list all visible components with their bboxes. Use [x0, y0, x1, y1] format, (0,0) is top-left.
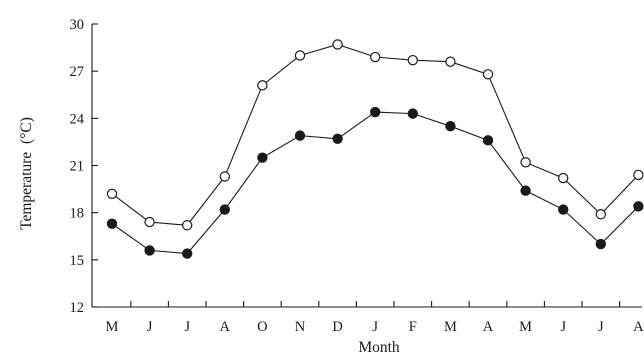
- open-data-point: [294, 50, 306, 61]
- filled-data-point: [144, 245, 155, 256]
- x-tick-label: J: [372, 319, 378, 335]
- filled-data-point: [633, 201, 644, 212]
- open-data-point: [407, 54, 418, 66]
- axes: [91, 24, 642, 308]
- filled-data-point: [181, 248, 193, 259]
- filled-data-point: [219, 204, 230, 215]
- y-ticks: 12 15 18 21 24 27 30: [70, 17, 98, 316]
- filled-data-point: [370, 106, 381, 118]
- y-tick-label: 21: [70, 159, 85, 175]
- x-tick-label: A: [483, 319, 494, 335]
- open-data-point: [219, 171, 230, 182]
- open-data-point: [595, 209, 607, 220]
- filled-data-point: [257, 152, 268, 163]
- y-axis-title: Temperature (°C): [18, 117, 35, 230]
- x-tick-label: M: [444, 319, 457, 335]
- x-tick-label: J: [147, 319, 153, 335]
- series-line: [111, 43, 639, 226]
- filled-data-point: [445, 120, 456, 132]
- y-tick-label: 12: [70, 300, 85, 316]
- x-tick-label: M: [106, 319, 119, 335]
- y-tick-label: 18: [70, 206, 85, 222]
- x-tick-label: A: [220, 319, 231, 335]
- filled-data-point: [595, 238, 607, 250]
- x-tick-label: A: [633, 319, 644, 335]
- filled-data-point: [558, 204, 569, 215]
- open-data-point: [106, 188, 118, 199]
- y-tick-label: 24: [70, 111, 85, 127]
- open-data-point: [482, 69, 494, 80]
- open-data-point: [144, 216, 155, 228]
- x-tick-label: M: [519, 319, 532, 335]
- series-layer: [106, 39, 644, 259]
- open-data-point: [332, 39, 343, 50]
- filled-data-point: [332, 133, 343, 144]
- filled-data-point: [482, 135, 494, 146]
- y-axis-title-text: Temperature: [18, 152, 35, 230]
- x-tick-label: J: [598, 319, 604, 335]
- open-data-point: [633, 169, 644, 181]
- filled-data-point: [520, 185, 531, 196]
- series-line: [111, 111, 639, 255]
- series-1: [106, 39, 644, 231]
- open-data-point: [181, 220, 193, 231]
- y-tick-label: 30: [70, 17, 85, 33]
- open-data-point: [257, 80, 268, 91]
- y-tick-label: 27: [70, 64, 85, 80]
- open-data-point: [445, 56, 456, 67]
- x-tick-label: J: [560, 319, 566, 335]
- x-axis-title: Month: [358, 339, 400, 356]
- filled-data-point: [294, 130, 306, 141]
- x-tick-label: D: [332, 319, 342, 335]
- open-data-point: [520, 157, 531, 168]
- x-tick-label: F: [409, 319, 417, 335]
- filled-data-point: [407, 108, 418, 119]
- x-tick-label: N: [295, 319, 306, 335]
- y-tick-label: 15: [70, 253, 85, 269]
- y-axis-title-unit: (°C): [18, 117, 35, 144]
- open-data-point: [370, 51, 381, 63]
- open-data-point: [558, 172, 569, 184]
- x-tick-label: J: [184, 319, 190, 335]
- x-tick-label: O: [257, 319, 267, 335]
- filled-data-point: [106, 218, 118, 229]
- series-2: [106, 106, 644, 259]
